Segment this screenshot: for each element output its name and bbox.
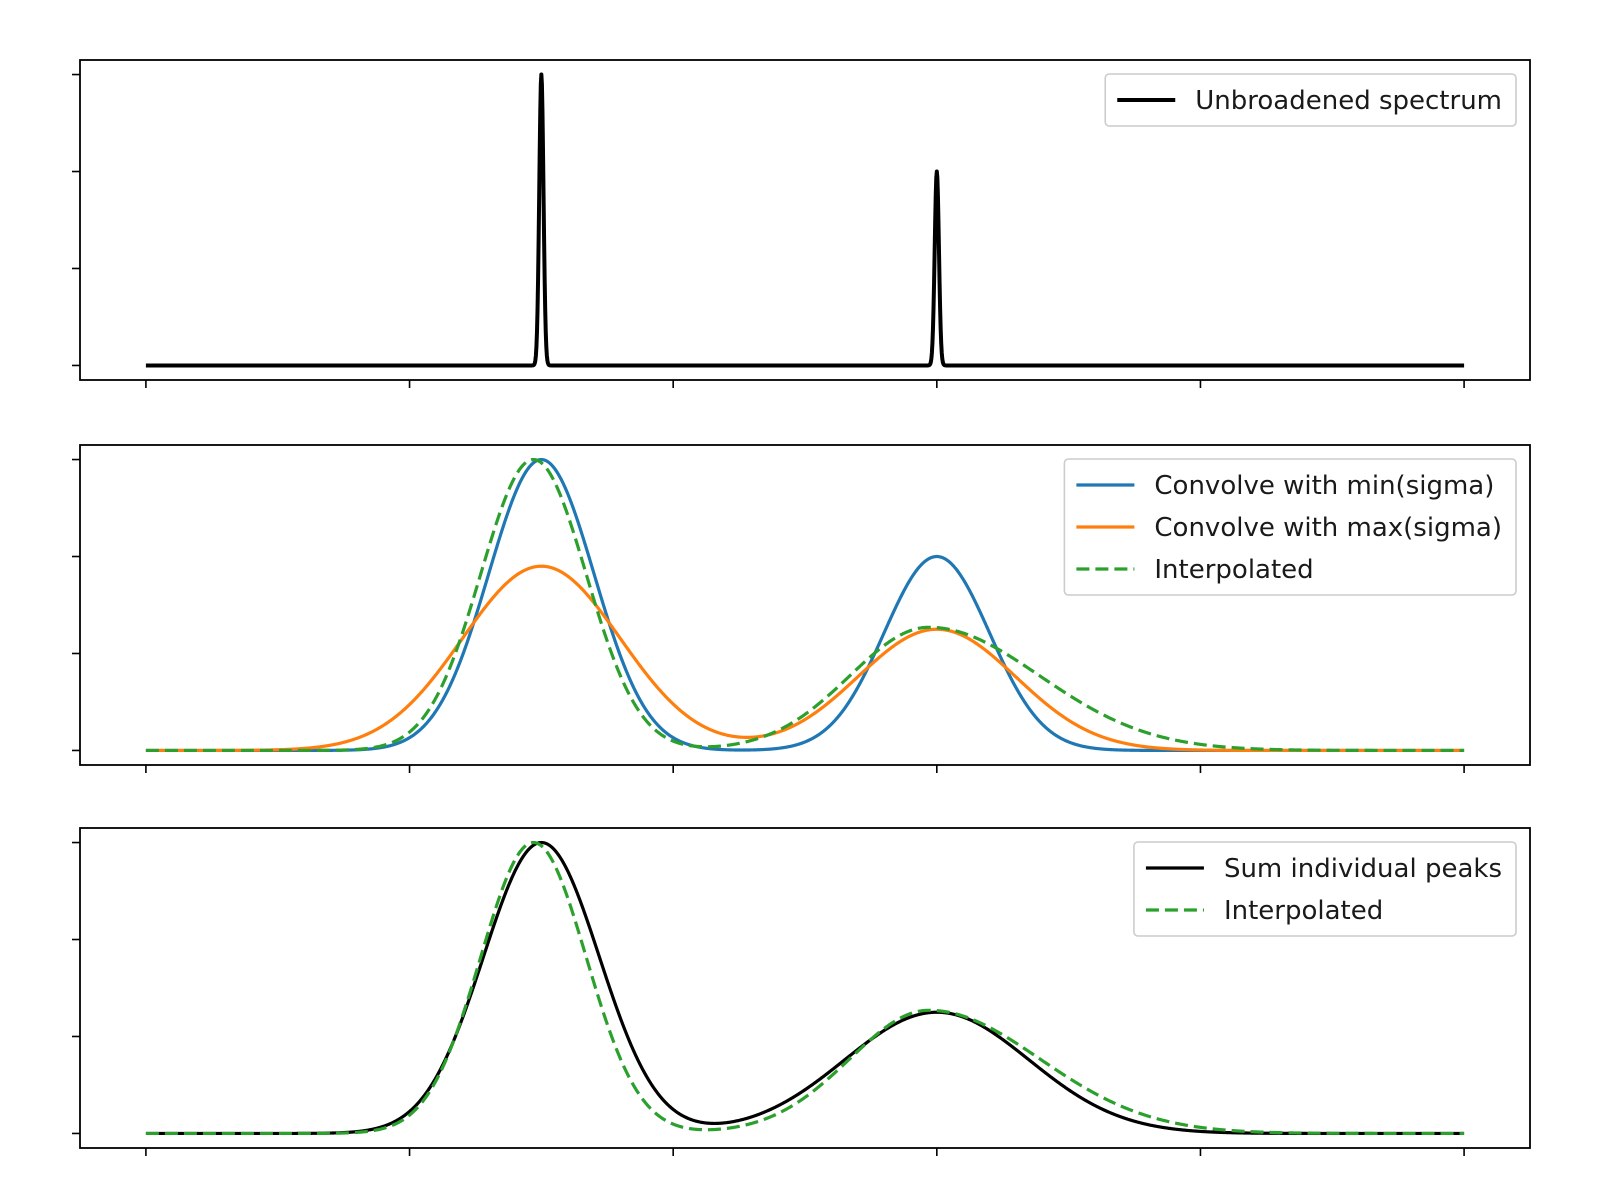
legend: Sum individual peaks Interpolated (1133, 841, 1517, 937)
legend-label: Sum individual peaks (1224, 854, 1502, 884)
legend: Unbroadened spectrum (1104, 73, 1517, 127)
legend-box (1133, 841, 1517, 937)
legend: Convolve with min(sigma) Convolve with ma… (1063, 458, 1517, 596)
series-line-3 (144, 457, 1466, 753)
panel-1: Unbroadened spectrum (72, 59, 1531, 388)
series-line-2 (144, 564, 1466, 753)
axes-frame (79, 444, 1531, 766)
axes-frame (79, 59, 1531, 381)
series-group (144, 840, 1466, 1136)
legend-box (1104, 73, 1517, 127)
legend-label: Unbroadened spectrum (1195, 86, 1502, 116)
legend-label: Convolve with max(sigma) (1154, 513, 1502, 543)
legend-box (1063, 458, 1517, 596)
legend-label: Interpolated (1154, 555, 1313, 585)
series-group (144, 457, 1466, 753)
axes-frame (79, 827, 1531, 1149)
series-line-2 (144, 840, 1466, 1136)
series-group (144, 72, 1466, 368)
panel-3: Sum individual peaks Interpolated (72, 827, 1531, 1156)
legend-label: Interpolated (1224, 896, 1383, 926)
legend-label: Convolve with min(sigma) (1154, 471, 1494, 501)
panel-2: Convolve with min(sigma) Convolve with ma… (72, 444, 1531, 773)
series-line-1 (144, 72, 1466, 368)
